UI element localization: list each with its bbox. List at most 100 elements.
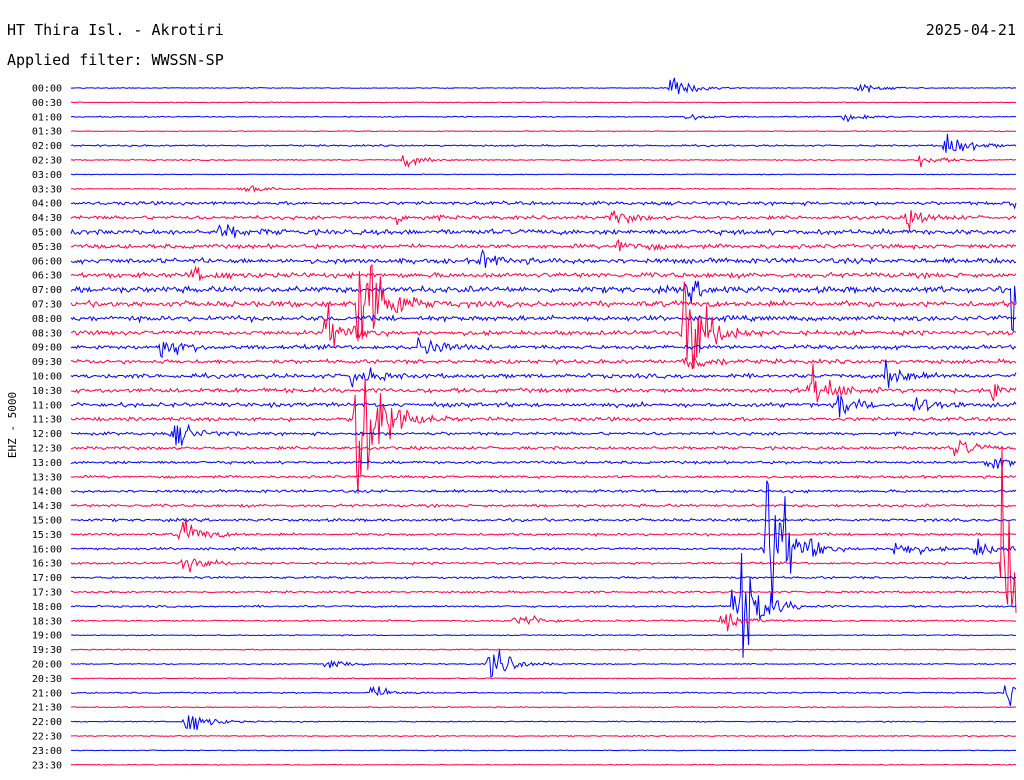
row-time-label: 00:30 xyxy=(32,98,62,109)
trace-row-1130 xyxy=(70,377,1017,494)
trace-row-0130 xyxy=(70,130,1016,133)
time-tick-labels: 00:00 00:30 01:00 01:30 02:00 02:30 03:00 03:30… xyxy=(32,84,62,772)
row-time-label: 09:30 xyxy=(32,357,62,368)
trace-row-1800 xyxy=(70,553,1017,658)
trace-row-1430 xyxy=(70,503,1017,509)
trace-row-1930 xyxy=(70,648,1017,651)
trace-row-1500 xyxy=(70,517,1017,523)
row-time-label: 18:30 xyxy=(32,616,62,627)
row-time-label: 15:00 xyxy=(32,516,62,527)
trace-row-1830 xyxy=(70,613,1017,632)
row-time-label: 23:30 xyxy=(32,760,62,771)
row-time-label: 14:00 xyxy=(32,487,62,498)
trace-row-1700 xyxy=(70,575,1017,580)
trace-row-0730 xyxy=(70,263,1017,342)
row-time-label: 07:00 xyxy=(32,285,62,296)
trace-row-2000 xyxy=(70,649,1017,679)
trace-row-0200 xyxy=(70,133,1017,153)
row-time-label: 08:00 xyxy=(32,314,62,325)
row-time-label: 02:00 xyxy=(32,141,62,152)
trace-row-0000 xyxy=(70,77,1017,95)
trace-row-0030 xyxy=(70,101,1017,104)
trace-row-2030 xyxy=(70,677,1017,680)
row-time-label: 20:30 xyxy=(32,674,62,685)
row-time-label: 04:00 xyxy=(32,199,62,210)
trace-row-2130 xyxy=(70,706,1016,709)
row-time-label: 21:30 xyxy=(32,703,62,714)
trace-row-0300 xyxy=(70,173,1017,176)
row-time-label: 06:30 xyxy=(32,271,62,282)
row-time-label: 15:30 xyxy=(32,530,62,541)
row-time-label: 12:00 xyxy=(32,429,62,440)
trace-row-2200 xyxy=(70,715,1017,731)
row-time-label: 12:30 xyxy=(32,444,62,455)
trace-row-0100 xyxy=(70,113,1017,123)
row-time-label: 13:30 xyxy=(32,472,62,483)
seismic-traces xyxy=(70,77,1017,766)
trace-row-0900 xyxy=(70,337,1017,359)
trace-row-2300 xyxy=(70,749,1017,752)
trace-row-0700 xyxy=(70,280,1017,333)
trace-row-0230 xyxy=(70,155,1017,168)
row-time-label: 19:00 xyxy=(32,631,62,642)
row-time-label: 19:30 xyxy=(32,645,62,656)
row-time-label: 17:00 xyxy=(32,573,62,584)
trace-row-0530 xyxy=(70,238,1017,252)
row-time-label: 11:00 xyxy=(32,400,62,411)
row-time-label: 09:00 xyxy=(32,343,62,354)
row-time-label: 23:00 xyxy=(32,746,62,757)
row-time-label: 02:30 xyxy=(32,156,62,167)
row-time-label: 20:00 xyxy=(32,660,62,671)
trace-row-1200 xyxy=(70,423,1017,446)
trace-row-1530 xyxy=(70,517,1017,541)
row-time-label: 10:00 xyxy=(32,372,62,383)
row-time-label: 04:30 xyxy=(32,213,62,224)
row-time-label: 01:00 xyxy=(32,112,62,123)
row-time-label: 03:30 xyxy=(32,184,62,195)
trace-row-1230 xyxy=(70,439,1017,456)
trace-row-1300 xyxy=(70,457,1017,469)
row-time-label: 17:30 xyxy=(32,588,62,599)
trace-row-0830 xyxy=(70,281,1017,369)
row-time-label: 03:00 xyxy=(32,170,62,181)
trace-row-2230 xyxy=(70,734,1017,738)
trace-row-1400 xyxy=(70,488,1017,494)
trace-row-1000 xyxy=(70,359,1017,388)
row-time-label: 22:30 xyxy=(32,732,62,743)
row-time-label: 00:00 xyxy=(32,84,62,95)
row-time-label: 18:00 xyxy=(32,602,62,613)
trace-row-0330 xyxy=(71,185,1017,193)
row-time-label: 14:30 xyxy=(32,501,62,512)
trace-row-2330 xyxy=(70,763,1017,766)
station-title: HT Thira Isl. - Akrotiri xyxy=(7,21,224,39)
trace-row-1730 xyxy=(70,589,1017,594)
trace-row-1600 xyxy=(71,480,1016,604)
row-time-label: 21:00 xyxy=(32,688,62,699)
trace-row-1030 xyxy=(70,363,1017,403)
trace-row-1630 xyxy=(70,446,1017,613)
row-time-label: 08:30 xyxy=(32,328,62,339)
trace-row-1900 xyxy=(70,633,1016,637)
row-time-label: 16:30 xyxy=(32,559,62,570)
trace-row-0500 xyxy=(70,224,1017,238)
trace-row-0400 xyxy=(70,200,1017,210)
row-time-label: 05:00 xyxy=(32,228,62,239)
trace-row-0930 xyxy=(70,354,1017,370)
row-time-label: 07:30 xyxy=(32,300,62,311)
channel-label: EHZ - 5000 xyxy=(6,392,19,458)
row-time-label: 11:30 xyxy=(32,415,62,426)
trace-row-0600 xyxy=(70,249,1017,268)
record-date: 2025-04-21 xyxy=(925,21,1016,39)
trace-row-1100 xyxy=(70,394,1017,418)
trace-row-1330 xyxy=(70,474,1017,480)
applied-filter-text: Applied filter: WWSSN-SP xyxy=(7,51,224,69)
row-time-label: 06:00 xyxy=(32,256,62,267)
row-time-label: 01:30 xyxy=(32,127,62,138)
row-time-label: 16:00 xyxy=(32,544,62,555)
trace-row-2100 xyxy=(70,685,1017,707)
row-time-label: 22:00 xyxy=(32,717,62,728)
trace-row-0430 xyxy=(70,209,1017,231)
row-time-label: 05:30 xyxy=(32,242,62,253)
row-time-label: 10:30 xyxy=(32,386,62,397)
